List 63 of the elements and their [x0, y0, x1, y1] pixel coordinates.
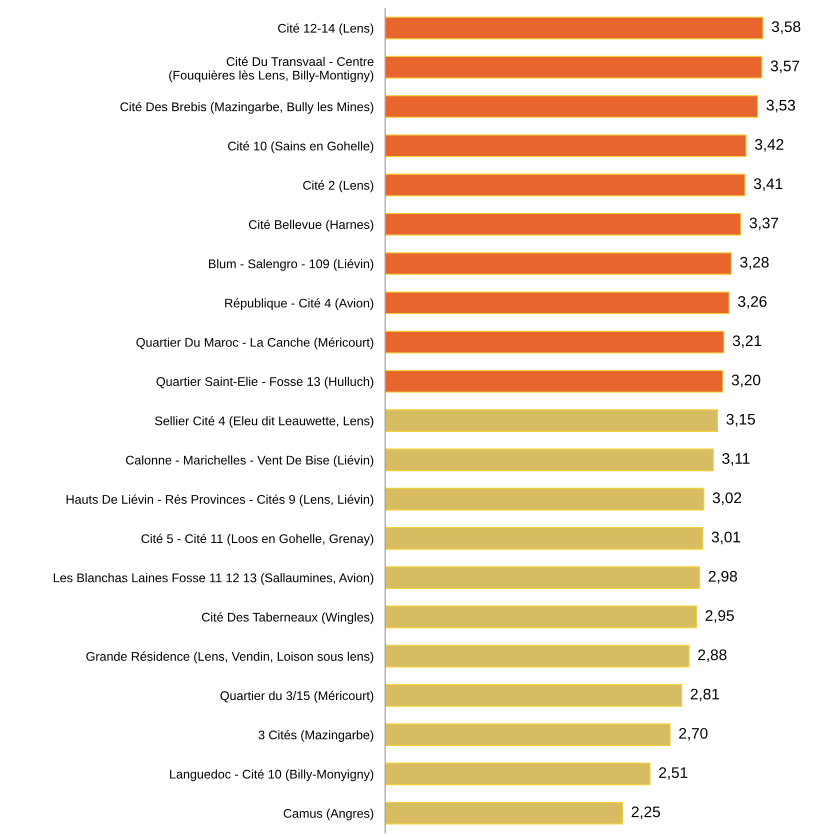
data-label: 3,53 [766, 100, 796, 112]
data-label: 3,01 [712, 532, 740, 544]
data-label: 2,70 [679, 728, 708, 741]
bar [385, 409, 718, 432]
y-tick-label: Calonne - Marichelles - Vent De Bise (Liévin) [126, 455, 374, 468]
bar [385, 644, 690, 668]
data-label: 3,20 [732, 374, 760, 388]
y-tick-label: Cité Du Transvaal - Centre (Fouquières lès Lens, Billy-Montigny) [169, 56, 374, 82]
y-tick-label: Quartier Du Maroc - La Canche (Méricourt) [136, 337, 374, 350]
y-tick-label: Cité 2 (Lens) [303, 180, 374, 192]
data-label: 3,42 [754, 139, 784, 152]
y-tick-label: Les Blanchas Laines Fosse 11 12 13 (Sallaumines, Avion) [54, 573, 374, 585]
bar [385, 252, 732, 275]
y-tick-label: Hauts De Liévin - Rés Provinces - Cités 9 (Lens, Liévin) [66, 494, 374, 506]
data-label: 3,58 [772, 21, 800, 34]
bar [385, 95, 758, 118]
data-label: 3,15 [726, 414, 755, 426]
bar [385, 488, 704, 510]
y-tick-label: Cité 5 - Cité 11 (Loos en Gohelle, Grenay) [141, 534, 374, 546]
bar [385, 16, 764, 40]
data-label: 2,51 [659, 767, 688, 780]
data-label: 3,41 [754, 178, 782, 191]
y-tick-label: République - Cité 4 (Avion) [225, 298, 374, 310]
bar [385, 566, 700, 589]
bar [385, 56, 762, 79]
bar [385, 606, 698, 628]
data-label: 3,28 [740, 256, 769, 270]
y-tick-label: Cité Des Taberneaux (Wingles) [202, 612, 374, 624]
bar [385, 802, 624, 825]
data-label: 2,25 [632, 806, 660, 820]
bar [385, 448, 714, 472]
y-tick-label: Languedoc - Cité 10 (Billy-Monyigny) [170, 769, 374, 782]
y-tick-label: 3 Cités (Mazingarbe) [258, 730, 374, 742]
bar [385, 527, 704, 550]
data-label: 3,11 [722, 453, 750, 466]
bar [385, 330, 724, 354]
data-label: 2,95 [706, 610, 734, 623]
y-tick-label: Quartier du 3/15 (Méricourt) [220, 690, 374, 703]
data-label: 3,57 [770, 60, 800, 74]
y-tick-label: Sellier Cité 4 (Eleu dit Leauwette, Lens) [155, 416, 374, 428]
bar [385, 212, 742, 236]
data-label: 3,02 [712, 492, 742, 506]
data-label: 2,98 [708, 570, 738, 584]
bar [385, 291, 730, 314]
bar [385, 174, 746, 196]
y-tick-label: Blum - Salengro - 109 (Liévin) [209, 258, 374, 271]
bar [385, 684, 682, 707]
y-tick-label: Camus (Angres) [284, 808, 374, 820]
y-tick-label: Cité 10 (Sains en Gohelle) [228, 141, 374, 153]
y-tick-label: Quartier Saint-Elie - Fosse 13 (Hulluch) [156, 376, 374, 388]
y-tick-label: Cité Des Brebis (Mazingarbe, Bully les Mines) [120, 102, 374, 114]
bar [385, 723, 671, 746]
data-label: 3,21 [732, 335, 762, 348]
y-tick-label: Grande Résidence (Lens, Vendin, Loison sous lens) [86, 652, 374, 664]
data-label: 3,26 [738, 296, 767, 309]
y-tick-label: Cité Bellevue (Harnes) [248, 220, 374, 232]
data-label: 3,37 [750, 218, 778, 230]
y-tick-label: Cité 12-14 (Lens) [278, 23, 374, 36]
data-label: 2,88 [698, 649, 726, 662]
data-label: 2,81 [690, 688, 719, 702]
bar [385, 762, 651, 786]
bar [385, 134, 747, 158]
bar [385, 370, 724, 393]
